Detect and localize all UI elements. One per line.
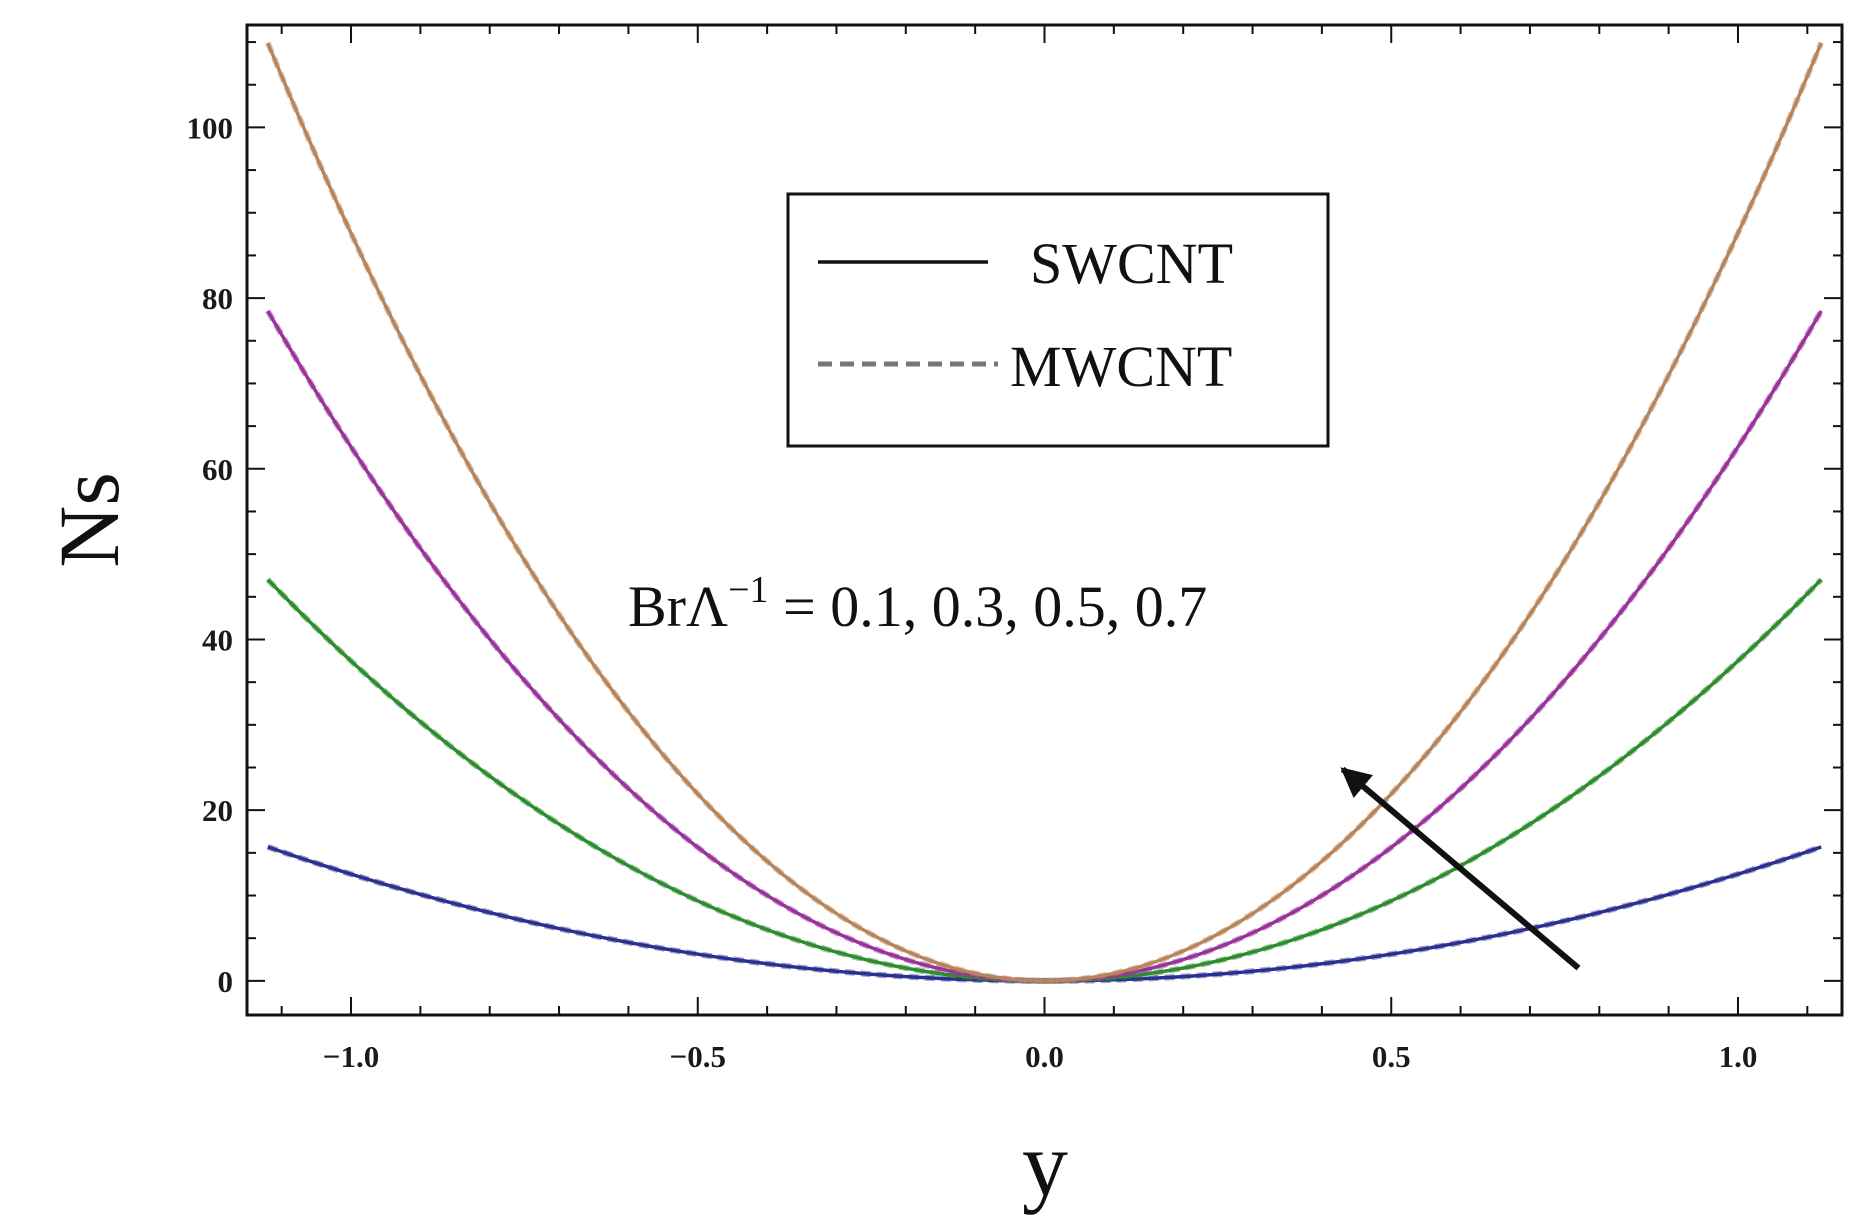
x-tick-label: 0.0 <box>1025 1039 1064 1074</box>
x-axis-title: y <box>1022 1113 1068 1215</box>
series-group <box>265 41 1824 984</box>
x-tick-label: 0.5 <box>1372 1039 1411 1074</box>
x-tick-label: −1.0 <box>323 1039 379 1074</box>
annotation-base: BrΛ <box>628 574 728 639</box>
legend-label-swcnt: SWCNT <box>1030 231 1233 296</box>
series-line-swcnt-1 <box>266 578 1823 983</box>
annotation-values: = 0.1, 0.3, 0.5, 0.7 <box>769 574 1208 639</box>
y-tick-label: 60 <box>202 452 233 487</box>
ticks <box>247 25 1842 1015</box>
series-line-mwcnt-1 <box>265 577 1824 984</box>
x-tick-labels: −1.0 −0.5 0.0 0.5 1.0 <box>323 1039 1758 1074</box>
annotation-superscript: −1 <box>728 569 768 611</box>
y-axis-title: Ns <box>41 472 137 568</box>
series-line-swcnt-0 <box>267 845 1822 983</box>
y-tick-label: 0 <box>218 964 234 999</box>
y-tick-label: 80 <box>202 281 233 316</box>
legend: SWCNT MWCNT <box>786 192 1330 448</box>
series-line-mwcnt-3 <box>265 41 1824 984</box>
y-tick-label: 100 <box>187 110 234 145</box>
series-line-swcnt-3 <box>266 42 1823 983</box>
legend-box <box>786 192 1330 448</box>
legend-label-mwcnt: MWCNT <box>1010 334 1232 399</box>
x-tick-label: −0.5 <box>670 1039 726 1074</box>
x-tick-label: 1.0 <box>1719 1039 1758 1074</box>
plot-frame <box>245 23 1844 1017</box>
trend-arrow <box>1340 766 1581 971</box>
parameter-annotation: BrΛ−1 = 0.1, 0.3, 0.5, 0.7 <box>628 569 1207 639</box>
y-tick-label: 40 <box>202 622 233 657</box>
y-tick-label: 20 <box>202 793 233 828</box>
y-tick-labels: 0 20 40 60 80 100 <box>187 110 234 998</box>
